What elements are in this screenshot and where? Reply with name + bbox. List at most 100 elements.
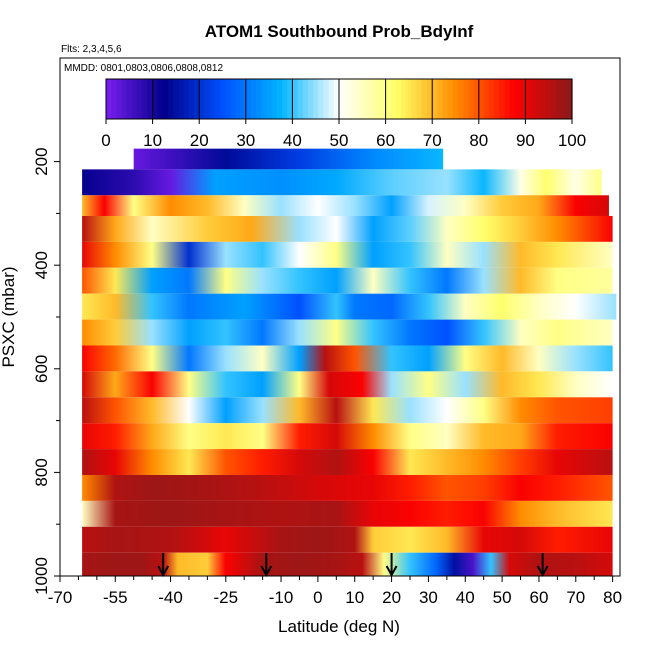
colorbar-cell [551, 79, 558, 119]
x-tick-label: 20 [382, 588, 401, 607]
colorbar-cell [240, 79, 247, 119]
colorbar-cell [188, 79, 195, 119]
x-axis: -70 -55 -40 -25 -10 0 10 20 30 40 50 60 70 80 [48, 576, 622, 607]
x-tick-label: -40 [158, 588, 183, 607]
colorbar-cell [499, 79, 506, 119]
x-tick-label: 0 [313, 588, 322, 607]
y-tick-label: 600 [32, 355, 51, 383]
colorbar-cell [152, 79, 159, 119]
colorbar-cell [116, 79, 123, 119]
colorbar-cell [442, 79, 449, 119]
colorbar-cell [421, 79, 428, 119]
heatmap-row [82, 500, 613, 527]
colorbar-cell [385, 79, 392, 119]
x-tick-label: 70 [566, 588, 585, 607]
x-tick-label: 30 [419, 588, 438, 607]
x-tick-label: -25 [214, 588, 239, 607]
colorbar-tick-label: 90 [516, 131, 535, 150]
x-tick-label: 10 [345, 588, 364, 607]
colorbar-cell [561, 79, 568, 119]
colorbar-cell [364, 79, 371, 119]
colorbar-cell [194, 79, 200, 119]
heatmap-row [82, 371, 613, 398]
colorbar-cell [328, 79, 335, 119]
colorbar-cell [307, 79, 314, 119]
heatmap-row [82, 319, 613, 346]
colorbar-cell [318, 79, 325, 119]
colorbar-tick-label: 80 [469, 131, 488, 150]
colorbar-cell [566, 79, 573, 119]
colorbar-cell [157, 79, 164, 119]
colorbar-cell [214, 79, 221, 119]
colorbar-cell [432, 79, 438, 119]
colorbar-cell [168, 79, 174, 119]
colorbar-cell [375, 79, 382, 119]
colorbar-cell [447, 79, 454, 119]
y-axis-label: PSXC (mbar) [0, 266, 18, 367]
colorbar-cell [131, 79, 138, 119]
flights-label: Flts: 2,3,4,5,6 [61, 44, 122, 55]
x-tick-label: 60 [529, 588, 548, 607]
heatmap-row [82, 474, 613, 501]
colorbar-cell [287, 79, 293, 119]
heatmap-row [82, 293, 617, 320]
colorbar-cell [271, 79, 278, 119]
colorbar-cell [302, 79, 309, 119]
colorbar-cell [515, 79, 521, 119]
colorbar-cell [297, 79, 304, 119]
colorbar-cell [504, 79, 511, 119]
colorbar-cell [261, 79, 268, 119]
colorbar-cell [111, 79, 117, 119]
colorbar-cell [458, 79, 464, 119]
colorbar-cell [225, 79, 231, 119]
colorbar-cell [219, 79, 226, 119]
colorbar-cell [437, 79, 444, 119]
colorbar-cell [282, 79, 288, 119]
colorbar-cell [209, 79, 216, 119]
colorbar-cell [173, 79, 180, 119]
colorbar-tick-label: 30 [236, 131, 255, 150]
colorbar-tick-label: 40 [283, 131, 302, 150]
y-tick-label: 200 [32, 147, 51, 175]
plot-area [59, 57, 621, 578]
colorbar-cell [266, 79, 273, 119]
colorbar-cell [473, 79, 480, 119]
colorbar-tick-label: 20 [190, 131, 209, 150]
colorbar-cell [245, 79, 252, 119]
colorbar-cell [530, 79, 537, 119]
colorbar-cell [204, 79, 211, 119]
colorbar-cell [489, 79, 495, 119]
colorbar-cell [199, 79, 205, 119]
chart-title: ATOM1 Southbound Prob_BdyInf [205, 22, 474, 41]
colorbar: 0 10 20 30 40 50 60 70 80 90 100 [101, 78, 586, 150]
colorbar-cell [230, 79, 237, 119]
colorbar-cell [276, 79, 283, 119]
profile-arrow [157, 553, 170, 578]
colorbar-tick-label: 100 [558, 131, 586, 150]
profile-arrow [260, 553, 273, 578]
colorbar-cell [121, 79, 128, 119]
heatmap-row [82, 526, 613, 553]
profile-arrow [536, 553, 549, 578]
colorbar-cell [535, 79, 542, 119]
colorbar-cell [520, 79, 526, 119]
colorbar-cell [106, 79, 112, 119]
heatmap-row [133, 148, 444, 170]
colorbar-cell [126, 79, 133, 119]
colorbar-tick-label: 10 [143, 131, 162, 150]
colorbar-cell [250, 79, 257, 119]
colorbar-cell [354, 79, 361, 119]
colorbar-cell [401, 79, 407, 119]
colorbar-cell [452, 79, 459, 119]
colorbar-tick-label: 50 [330, 131, 349, 150]
profile-arrow [385, 553, 398, 578]
x-tick-label: 80 [603, 588, 622, 607]
y-tick-label: 1000 [32, 557, 51, 595]
colorbar-cell [162, 79, 169, 119]
colorbar-cell [411, 79, 418, 119]
colorbar-cell [427, 79, 433, 119]
colorbar-cell [395, 79, 402, 119]
colorbar-frame [105, 78, 573, 120]
colorbar-cell [546, 79, 552, 119]
